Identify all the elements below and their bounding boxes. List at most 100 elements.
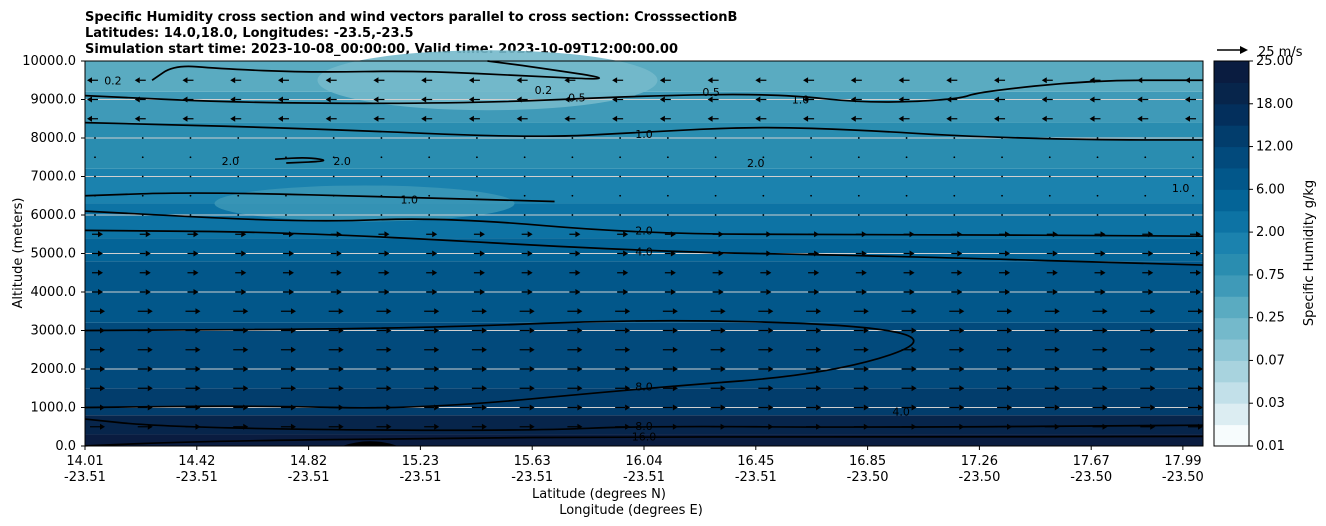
wind-vector-head: [386, 366, 392, 372]
wind-vector: [189, 156, 192, 159]
x-tick-label-lat: 16.45: [737, 454, 774, 469]
wind-vector: [428, 175, 431, 178]
wind-vector-head: [384, 231, 390, 238]
wind-vector-head: [432, 289, 438, 295]
contour-lines: [84, 60, 1204, 447]
wind-vector: [714, 175, 717, 178]
wind-vector-head: [373, 77, 379, 84]
contour-line-2_0-4: [84, 210, 1204, 238]
wind-vector: [1144, 214, 1147, 216]
wind-vector: [1144, 194, 1147, 197]
wind-vector-head: [575, 269, 581, 276]
wind-vector-head: [625, 308, 631, 315]
wind-vector-head: [1089, 77, 1095, 84]
wind-vector-head: [98, 231, 103, 238]
colorbar-segment: [1214, 403, 1249, 426]
wind-vector-head: [1054, 385, 1060, 392]
wind-vector-head: [670, 289, 676, 295]
wind-vector: [762, 156, 765, 159]
wind-vector-head: [195, 366, 201, 372]
wind-vector: [762, 175, 765, 178]
wind-vector-head: [1198, 308, 1203, 315]
y-tick-label: 1000.0: [31, 401, 77, 416]
humidity-band-8: [85, 122, 1203, 169]
horizontal-gridlines: [85, 99, 1203, 408]
colorbar-segment: [1214, 210, 1249, 233]
wind-vector-head: [1150, 366, 1156, 372]
wind-vector-head: [100, 308, 105, 315]
wind-vector-head: [720, 385, 726, 392]
terrain: [342, 441, 399, 446]
wind-vector-head: [766, 269, 772, 276]
wind-vector-head: [718, 269, 724, 276]
contour-label-2: 8.0: [635, 380, 653, 393]
wind-vector-head: [1005, 269, 1011, 276]
x-tick-label-lon: -23.51: [176, 470, 218, 485]
wind-vector-head: [516, 96, 522, 103]
x-tick-label-lon: -23.51: [511, 470, 553, 485]
wind-vector: [332, 194, 335, 197]
y-tick-label: 10000.0: [22, 54, 76, 69]
wind-vector-head: [87, 77, 92, 84]
wind-vector: [141, 137, 144, 139]
wind-vector-head: [290, 346, 296, 353]
wind-vector-head: [468, 77, 474, 84]
wind-vector: [619, 175, 622, 178]
wind-vector: [380, 194, 383, 197]
wind-vector-head: [768, 327, 774, 334]
wind-vector-head: [814, 269, 820, 276]
wind-vector: [476, 156, 478, 159]
wind-vector-head: [527, 250, 533, 257]
wind-vector: [523, 214, 526, 216]
wind-vector-head: [147, 404, 153, 411]
wind-vector-head: [1007, 385, 1013, 392]
wind-vector-head: [625, 404, 631, 411]
wind-vector-head: [147, 423, 153, 430]
contour-label-9: 1.0: [792, 94, 810, 107]
wind-vector: [762, 214, 765, 216]
wind-vector-head: [959, 308, 965, 315]
wind-vector-head: [1005, 289, 1011, 295]
chart-title-line-3: Simulation start time: 2023-10-08_00:00:…: [85, 42, 678, 57]
wind-vector: [1192, 137, 1194, 139]
wind-vector: [905, 214, 908, 216]
wind-vector: [1048, 137, 1051, 139]
wind-vector-head: [672, 346, 678, 353]
wind-vector-head: [1150, 346, 1156, 353]
wind-vector-head: [288, 231, 294, 238]
wind-vector: [810, 156, 812, 159]
wind-vector-head: [1041, 77, 1047, 84]
wind-vector-head: [623, 289, 629, 295]
wind-vector-head: [481, 404, 487, 411]
wind-vector-head: [1102, 327, 1108, 334]
wind-vector-head: [373, 96, 379, 103]
wind-vector-head: [623, 250, 629, 257]
wind-vector-head: [527, 269, 533, 276]
wind-vector: [476, 175, 478, 178]
wind-vector-head: [1005, 231, 1011, 238]
colorbar-frame: [1213, 60, 1250, 447]
wind-vector: [285, 175, 287, 178]
wind-vector-head: [1005, 250, 1011, 257]
x-tick-label-lon: -23.51: [288, 470, 330, 485]
wind-vector-head: [577, 327, 583, 334]
x-tick-label-lon: -23.51: [735, 470, 777, 485]
wind-vector: [332, 137, 335, 139]
humidity-band-2: [85, 388, 1203, 416]
colorbar-segment: [1214, 339, 1249, 361]
wind-vector-head: [768, 404, 774, 411]
wind-vector-head: [898, 77, 904, 84]
wind-vector-head: [1137, 115, 1143, 122]
contour-line-1_0-6: [84, 121, 1203, 141]
wind-vector-head: [718, 289, 724, 295]
wind-vector-head: [1198, 366, 1203, 372]
wind-vector-head: [959, 346, 965, 353]
wind-vector: [714, 137, 717, 139]
wind-vector-head: [193, 289, 199, 295]
wind-vector-head: [625, 423, 631, 430]
y-tick-label: 3000.0: [31, 324, 77, 339]
wind-vector-head: [290, 308, 296, 315]
wind-vector: [94, 214, 96, 216]
wind-vectors: [87, 77, 1203, 430]
wind-vector: [1001, 137, 1003, 139]
